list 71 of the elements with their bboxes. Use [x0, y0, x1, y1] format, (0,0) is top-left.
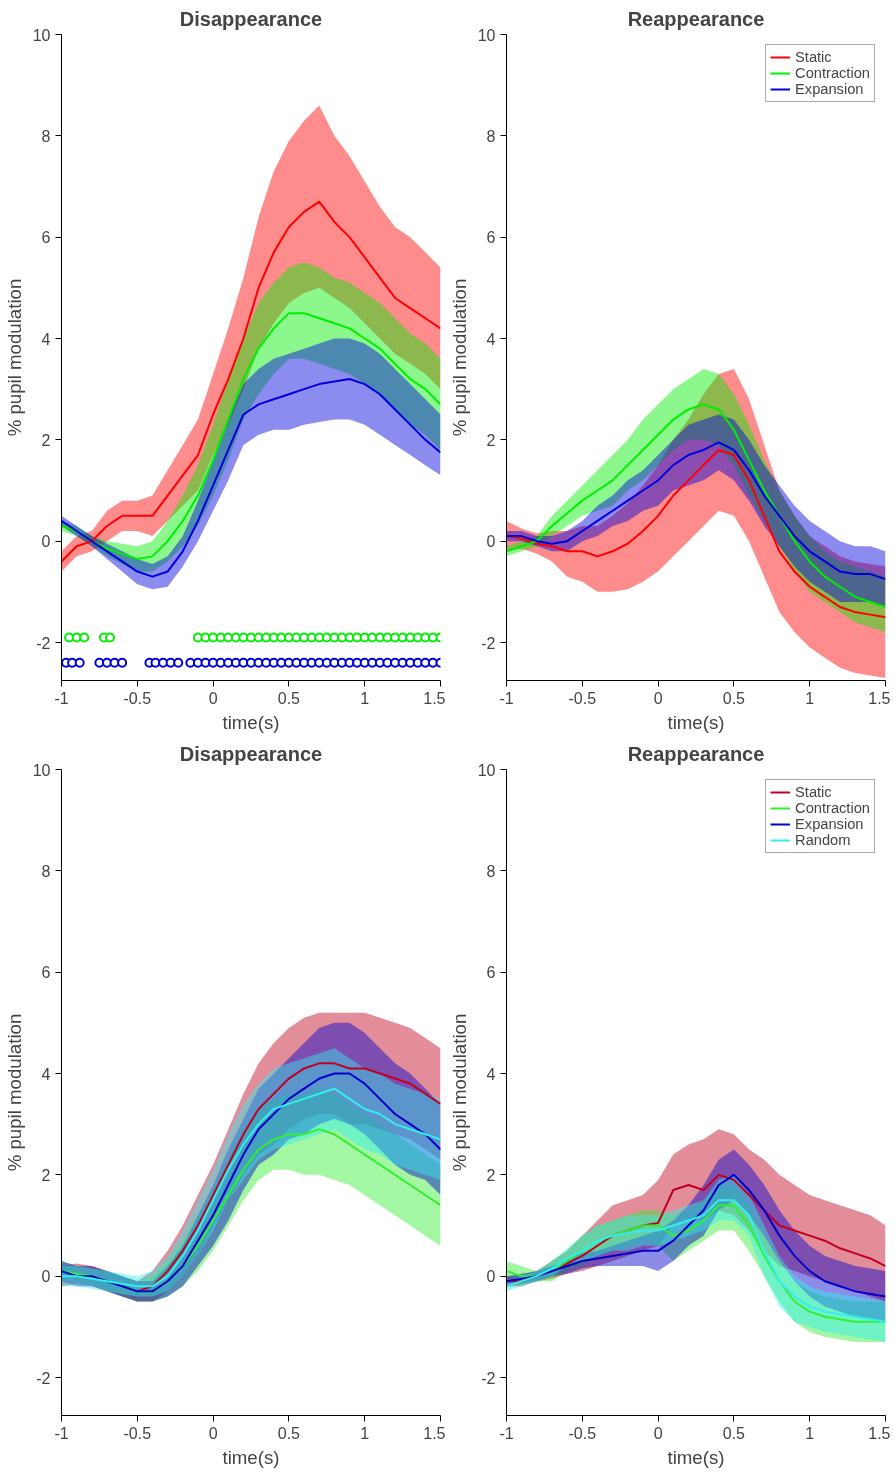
y-tick-label: 2 [486, 1166, 496, 1184]
x-tick-label: 1 [360, 689, 370, 707]
x-tick-label: 0 [653, 689, 663, 707]
legend-label: Random [795, 832, 851, 848]
y-tick-label: 10 [477, 26, 496, 44]
y-tick-label: 0 [486, 1268, 496, 1286]
y-tick-label: 2 [486, 431, 496, 449]
x-tick-label: -0.5 [568, 689, 597, 707]
y-tick-label: -2 [36, 1369, 51, 1387]
x-tick-label: 0.5 [277, 689, 301, 707]
chart-title: Reappearance [627, 7, 765, 30]
x-tick-label: 0 [208, 1424, 218, 1442]
chart-title: Reappearance [627, 742, 765, 765]
y-axis-title: % pupil modulation [3, 1013, 25, 1172]
y-tick-label: -2 [36, 634, 51, 652]
y-tick-label: 4 [486, 1065, 496, 1083]
x-tick-label: 0.5 [722, 1424, 746, 1442]
legend-label: Expansion [795, 81, 864, 97]
y-tick-label: 4 [41, 330, 51, 348]
x-tick-label: 1.5 [868, 1424, 891, 1442]
x-tick-label: 0 [208, 689, 218, 707]
x-tick-label: 1 [805, 689, 815, 707]
y-tick-label: 4 [41, 1065, 51, 1083]
chart-title: Disappearance [179, 742, 323, 765]
y-tick-label: -2 [481, 634, 496, 652]
y-tick-label: 8 [41, 862, 51, 880]
y-tick-label: 10 [32, 761, 51, 779]
x-tick-label: -1 [499, 1424, 514, 1442]
x-tick-label: 0.5 [277, 1424, 301, 1442]
y-tick-label: 4 [486, 330, 496, 348]
y-axis-title: % pupil modulation [3, 278, 25, 437]
chart-title: Disappearance [179, 7, 323, 30]
y-tick-label: -2 [481, 1369, 496, 1387]
y-tick-label: 2 [41, 1166, 51, 1184]
legend-label: Expansion [795, 816, 864, 832]
x-axis-title: time(s) [667, 711, 725, 733]
x-tick-label: -1 [499, 689, 514, 707]
y-tick-label: 6 [41, 229, 51, 247]
y-axis-title: % pupil modulation [448, 1013, 470, 1172]
x-tick-label: -0.5 [123, 1424, 152, 1442]
x-tick-label: -0.5 [568, 1424, 597, 1442]
x-tick-label: 1 [805, 1424, 815, 1442]
y-tick-label: 2 [41, 431, 51, 449]
y-tick-label: 6 [486, 229, 496, 247]
y-tick-label: 6 [41, 964, 51, 982]
y-tick-label: 0 [41, 1268, 51, 1286]
x-tick-label: 0 [653, 1424, 663, 1442]
x-axis-title: time(s) [222, 711, 280, 733]
x-tick-label: 1 [360, 1424, 370, 1442]
y-tick-label: 10 [477, 761, 496, 779]
x-tick-label: -1 [54, 689, 69, 707]
y-tick-label: 6 [486, 964, 496, 982]
legend-label: Contraction [795, 800, 870, 816]
y-tick-label: 8 [486, 127, 496, 145]
x-tick-label: -0.5 [123, 689, 152, 707]
y-tick-label: 8 [41, 127, 51, 145]
y-tick-label: 10 [32, 26, 51, 44]
y-axis-title: % pupil modulation [448, 278, 470, 437]
legend-label: Static [795, 49, 832, 65]
y-tick-label: 0 [41, 533, 51, 551]
legend-label: Static [795, 784, 832, 800]
x-tick-label: 1.5 [423, 689, 446, 707]
x-tick-label: 0.5 [722, 689, 746, 707]
y-tick-label: 8 [486, 862, 496, 880]
x-tick-label: 1.5 [868, 689, 891, 707]
x-axis-title: time(s) [667, 1446, 725, 1468]
legend-label: Contraction [795, 65, 870, 81]
y-tick-label: 0 [486, 533, 496, 551]
x-axis-title: time(s) [222, 1446, 280, 1468]
x-tick-label: 1.5 [423, 1424, 446, 1442]
x-tick-label: -1 [54, 1424, 69, 1442]
